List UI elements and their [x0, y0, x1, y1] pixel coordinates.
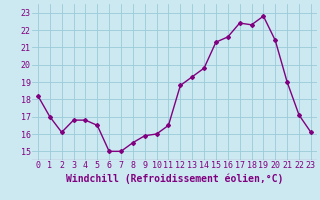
X-axis label: Windchill (Refroidissement éolien,°C): Windchill (Refroidissement éolien,°C) [66, 173, 283, 184]
